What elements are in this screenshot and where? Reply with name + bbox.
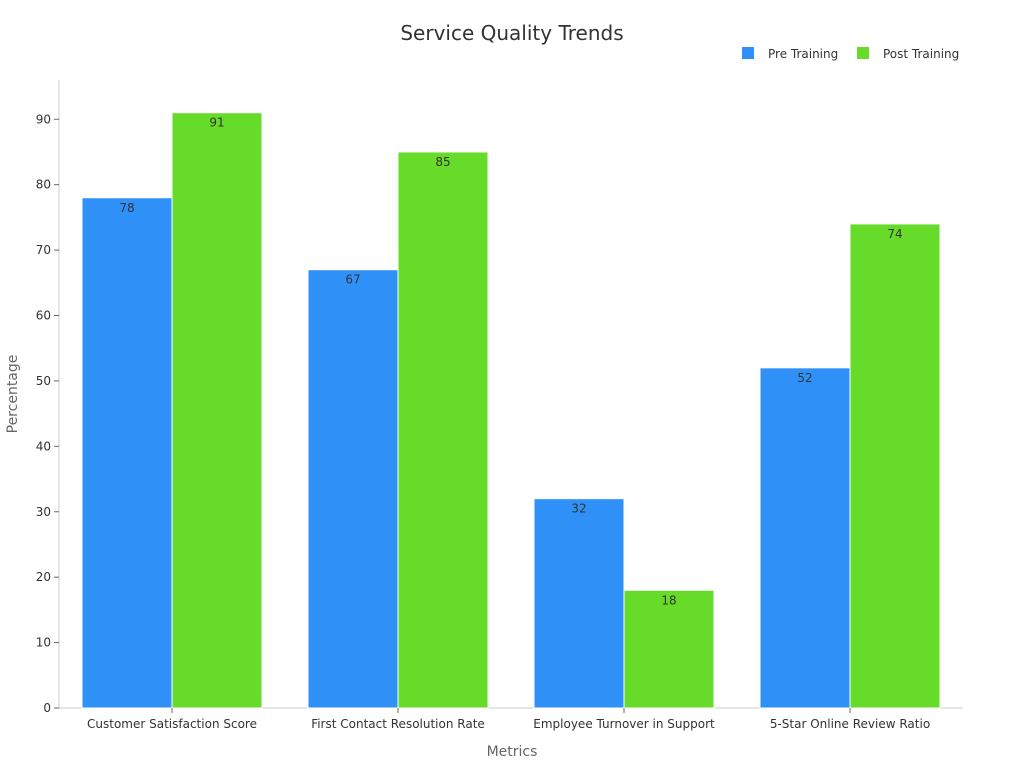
chart-title: Service Quality Trends [400, 21, 623, 45]
x-axis-label: Metrics [487, 744, 538, 760]
legend: Pre Training Post Training [742, 47, 959, 61]
y-tick-label: 30 [36, 505, 51, 519]
y-axis-ticks: 0 10 20 30 40 50 60 70 80 90 [36, 112, 59, 715]
bars: 78 91 67 85 32 18 52 74 [81, 112, 941, 709]
bar-value-label: 67 [345, 273, 360, 287]
legend-label: Post Training [883, 47, 959, 61]
bar-value-label: 78 [119, 201, 134, 215]
x-axis-tick-labels: Customer Satisfaction Score First Contact… [87, 708, 930, 731]
bar-pre-training [307, 269, 399, 709]
y-tick-label: 70 [36, 243, 51, 257]
bar-value-label: 85 [435, 155, 450, 169]
bar-pre-training [81, 197, 173, 709]
y-tick-label: 90 [36, 112, 51, 126]
legend-swatch [857, 47, 869, 59]
y-tick-label: 60 [36, 309, 51, 323]
bar-value-label: 18 [661, 593, 676, 607]
bar-value-label: 91 [209, 116, 224, 130]
bar-post-training [397, 151, 489, 709]
bar-pre-training [533, 498, 625, 709]
legend-label: Pre Training [768, 47, 838, 61]
y-axis-label: Percentage [5, 355, 21, 434]
bar-value-label: 52 [797, 371, 812, 385]
bar-post-training [849, 223, 941, 709]
bar-value-label: 74 [887, 227, 902, 241]
x-tick-label: Customer Satisfaction Score [87, 717, 257, 731]
y-tick-label: 80 [36, 178, 51, 192]
bar-post-training [171, 112, 263, 709]
y-tick-label: 40 [36, 439, 51, 453]
x-tick-label: First Contact Resolution Rate [311, 717, 485, 731]
legend-swatch [742, 47, 754, 59]
x-tick-label: 5-Star Online Review Ratio [770, 717, 930, 731]
x-tick-label: Employee Turnover in Support [533, 717, 715, 731]
bar-pre-training [759, 367, 851, 709]
bar-value-label: 32 [571, 502, 586, 516]
y-tick-label: 50 [36, 374, 51, 388]
y-tick-label: 0 [43, 701, 51, 715]
bar-post-training [623, 589, 715, 709]
y-tick-label: 10 [36, 636, 51, 650]
y-tick-label: 20 [36, 570, 51, 584]
